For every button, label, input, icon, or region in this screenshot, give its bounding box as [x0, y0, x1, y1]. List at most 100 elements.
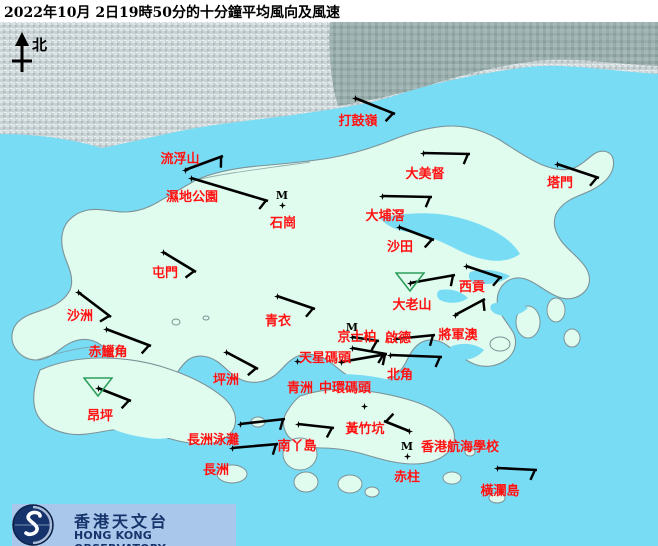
- station-label[interactable]: 橫瀾島: [480, 484, 520, 499]
- station-label[interactable]: 天星碼頭: [298, 351, 352, 366]
- station-label[interactable]: 大埔滘: [365, 209, 405, 224]
- station-label[interactable]: 大美督: [405, 167, 445, 182]
- station-marker[interactable]: [387, 352, 394, 359]
- station-marker[interactable]: [407, 280, 414, 287]
- title-bar: 2022年10月 2日19時50分的十分鐘平均風向及風速: [0, 0, 658, 22]
- wind-barb: [394, 333, 436, 347]
- station-marker[interactable]: [274, 293, 281, 300]
- station-label[interactable]: 南丫島: [277, 439, 317, 454]
- wind-barb: [381, 194, 433, 208]
- station-label[interactable]: 香港航海學校: [420, 440, 500, 455]
- station-label[interactable]: 北角: [386, 368, 414, 383]
- station-marker[interactable]: [95, 385, 102, 392]
- station-marker[interactable]: [396, 224, 403, 231]
- sai-kung-inlets: [437, 269, 528, 316]
- station-marker[interactable]: [406, 428, 413, 435]
- map-geography: [0, 22, 658, 546]
- station-marker[interactable]: [229, 445, 236, 452]
- tolo-harbour: [380, 213, 520, 261]
- station-marker[interactable]: [392, 336, 399, 343]
- station-label[interactable]: 長洲泳灘: [186, 433, 240, 448]
- station-m-marker: M: [345, 321, 359, 334]
- station-marker[interactable]: [103, 326, 110, 333]
- station-label[interactable]: 打鼓嶺: [338, 114, 378, 129]
- station-marker[interactable]: [223, 349, 230, 356]
- wind-barb: [184, 154, 224, 172]
- station-marker[interactable]: [160, 249, 167, 256]
- station-marker[interactable]: [494, 465, 501, 472]
- station-label[interactable]: 坪洲: [212, 373, 240, 388]
- station-m-marker: M: [400, 440, 414, 453]
- wind-barb: [383, 412, 410, 433]
- wind-barb: [276, 294, 316, 318]
- station-marker[interactable]: [338, 359, 345, 366]
- station-label[interactable]: 昂坪: [86, 409, 114, 424]
- station-marker[interactable]: [452, 312, 459, 319]
- station-marker[interactable]: [554, 161, 561, 168]
- station-label[interactable]: 大老山: [392, 298, 432, 313]
- station-label[interactable]: 屯門: [151, 266, 179, 281]
- wind-barb: [454, 297, 486, 317]
- tseung-kwan-o-bay: [448, 343, 484, 360]
- triangle-marker-icon: [395, 272, 425, 292]
- wind-barb: [105, 327, 152, 355]
- wind-barb: [422, 151, 471, 165]
- station-label[interactable]: 流浮山: [160, 152, 200, 167]
- outlying-islands: [115, 297, 581, 504]
- wind-barb: [340, 352, 388, 366]
- station-marker[interactable]: [420, 150, 427, 157]
- station-label[interactable]: 塔門: [546, 176, 574, 191]
- wind-barb: [162, 250, 197, 279]
- hko-logo: 香港天文台 HONG KONG OBSERVATORY: [12, 504, 236, 546]
- station-marker[interactable]: [404, 453, 411, 460]
- station-label[interactable]: 長洲: [202, 463, 230, 478]
- wind-barb: [239, 417, 286, 431]
- station-label[interactable]: 赤柱: [393, 470, 421, 485]
- wind-barb-layer: [77, 96, 600, 481]
- station-label[interactable]: 沙洲: [66, 309, 94, 324]
- wind-barb: [398, 225, 435, 249]
- station-marker[interactable]: [349, 345, 356, 352]
- logo-english-name: HONG KONG OBSERVATORY: [74, 529, 166, 546]
- station-marker[interactable]: [182, 167, 189, 174]
- page-title: 2022年10月 2日19時50分的十分鐘平均風向及風速: [4, 5, 341, 21]
- station-marker[interactable]: [237, 421, 244, 428]
- station-label[interactable]: 西貢: [458, 280, 486, 295]
- wind-barb: [190, 176, 269, 210]
- station-label[interactable]: 將軍澳: [438, 328, 478, 343]
- hong-kong-island: [282, 388, 456, 465]
- wind-barb: [231, 442, 279, 456]
- station-marker[interactable]: [352, 95, 359, 102]
- station-marker[interactable]: [279, 202, 286, 209]
- station-label[interactable]: 沙田: [386, 240, 414, 255]
- station-label[interactable]: 赤鱲角: [88, 345, 128, 360]
- station-marker[interactable]: [463, 263, 470, 270]
- hko-emblem-icon: [12, 504, 54, 546]
- station-m-marker: M: [275, 189, 289, 202]
- station-marker[interactable]: [361, 403, 368, 410]
- station-marker[interactable]: [349, 334, 356, 341]
- station-label[interactable]: 黃竹坑: [345, 422, 385, 437]
- station-marker[interactable]: [379, 193, 386, 200]
- station-marker[interactable]: [75, 289, 82, 296]
- map-canvas[interactable]: 流浮山 濕地公園 M 石崗 打鼓嶺 大美督 大埔滘 沙田 塔門 西貢 屯門 沙洲 赤鱲角 青衣 大老山 M 京士…: [0, 22, 658, 546]
- wind-barb: [496, 466, 538, 481]
- station-label[interactable]: 啟德: [384, 331, 412, 346]
- wind-barb: [77, 290, 112, 323]
- wind-barb: [351, 335, 380, 351]
- station-label[interactable]: 京士柏: [337, 330, 377, 345]
- station-label[interactable]: 石崗: [269, 216, 297, 231]
- station-label[interactable]: 濕地公園: [165, 190, 219, 205]
- wind-barb: [225, 350, 259, 377]
- north-arrow: 北: [6, 30, 66, 76]
- station-label[interactable]: 青洲: [286, 381, 314, 396]
- wind-barb: [389, 353, 443, 368]
- station-label[interactable]: 青衣: [264, 314, 292, 329]
- station-label[interactable]: 中環碼頭: [318, 381, 372, 396]
- logo-chinese-name: 香港天文台: [74, 512, 170, 531]
- station-marker[interactable]: [295, 421, 302, 428]
- station-marker[interactable]: [188, 175, 195, 182]
- station-marker[interactable]: [294, 358, 301, 365]
- wind-barb: [354, 96, 396, 123]
